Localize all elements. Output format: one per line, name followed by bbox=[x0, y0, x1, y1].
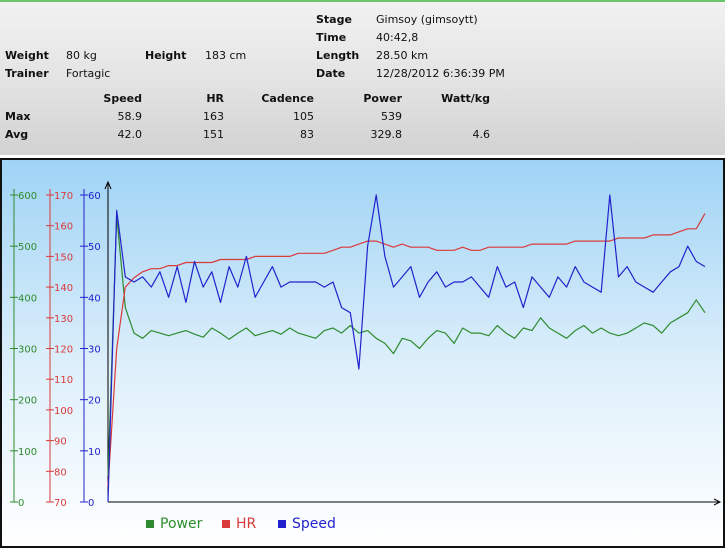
legend-item-hr: HR bbox=[222, 516, 256, 532]
speed-axis-tick-label: 30 bbox=[88, 345, 101, 356]
legend-label-power: Power bbox=[160, 516, 203, 532]
legend-item-speed: Speed bbox=[278, 516, 336, 532]
hr-axis-tick-label: 70 bbox=[54, 498, 67, 509]
legend-swatch-hr bbox=[222, 520, 230, 528]
series-line-power bbox=[107, 214, 706, 477]
stats-avg-hr: 151 bbox=[203, 128, 224, 141]
speed-axis-tick-label: 60 bbox=[88, 191, 101, 202]
hr-axis-tick-label: 150 bbox=[54, 252, 73, 263]
power-axis-tick-label: 200 bbox=[18, 396, 37, 407]
hr-axis-tick-label: 120 bbox=[54, 345, 73, 356]
session-header: Stage Gimsoy (gimsoytt) Time 40:42,8 Len… bbox=[0, 0, 725, 155]
speed-axis-tick-label: 0 bbox=[88, 498, 94, 509]
series-line-speed bbox=[107, 194, 706, 503]
hr-axis-tick-label: 160 bbox=[54, 222, 73, 233]
speed-axis-tick-label: 10 bbox=[88, 447, 101, 458]
legend-swatch-speed bbox=[278, 520, 286, 528]
weight-label: Weight bbox=[5, 49, 49, 62]
speed-axis-tick-label: 50 bbox=[88, 242, 101, 253]
stats-header-power: Power bbox=[363, 92, 402, 105]
speed-axis-tick-label: 20 bbox=[88, 396, 101, 407]
stats-avg-speed: 42.0 bbox=[117, 128, 143, 141]
plot-y-arrow bbox=[104, 180, 112, 190]
hr-axis-tick-label: 100 bbox=[54, 406, 73, 417]
height-value: 183 cm bbox=[205, 49, 247, 62]
stage-value: Gimsoy (gimsoytt) bbox=[376, 13, 478, 26]
time-label: Time bbox=[316, 31, 347, 44]
stats-avg-wattkg: 4.6 bbox=[472, 128, 491, 141]
legend-label-speed: Speed bbox=[292, 516, 336, 532]
power-axis-tick-label: 100 bbox=[18, 447, 37, 458]
stats-row-max-label: Max bbox=[5, 110, 31, 123]
hr-axis-tick-label: 90 bbox=[54, 437, 67, 448]
stats-header-cadence: Cadence bbox=[261, 92, 314, 105]
power-axis-tick-label: 0 bbox=[18, 498, 24, 509]
date-value: 12/28/2012 6:36:39 PM bbox=[376, 67, 505, 80]
stats-max-cadence: 105 bbox=[293, 110, 314, 123]
date-label: Date bbox=[316, 67, 346, 80]
legend-item-power: Power bbox=[146, 516, 202, 532]
hr-axis-tick-label: 80 bbox=[54, 467, 67, 478]
power-axis-tick-label: 600 bbox=[18, 191, 37, 202]
hr-axis-tick-label: 130 bbox=[54, 314, 73, 325]
height-label: Height bbox=[145, 49, 187, 62]
stats-row-avg-label: Avg bbox=[5, 128, 29, 141]
hr-axis-tick-label: 140 bbox=[54, 283, 73, 294]
trainer-value: Fortagic bbox=[66, 67, 111, 80]
hr-axis-tick-label: 170 bbox=[54, 191, 73, 202]
stage-label: Stage bbox=[316, 13, 352, 26]
hr-axis-tick-label: 110 bbox=[54, 375, 73, 386]
series-line-hr bbox=[107, 213, 706, 487]
power-axis-tick-label: 400 bbox=[18, 293, 37, 304]
length-label: Length bbox=[316, 49, 360, 62]
power-axis-tick-label: 300 bbox=[18, 345, 37, 356]
stats-header-speed: Speed bbox=[103, 92, 142, 105]
legend-label-hr: HR bbox=[236, 516, 257, 532]
legend-swatch-power bbox=[146, 520, 154, 528]
trainer-label: Trainer bbox=[5, 67, 49, 80]
stats-header-hr: HR bbox=[206, 92, 224, 105]
stats-max-power: 539 bbox=[381, 110, 402, 123]
stats-max-hr: 163 bbox=[203, 110, 224, 123]
length-value: 28.50 km bbox=[376, 49, 429, 62]
speed-axis-tick-label: 40 bbox=[88, 293, 101, 304]
weight-value: 80 kg bbox=[66, 49, 97, 62]
stats-max-speed: 58.9 bbox=[117, 110, 143, 123]
chart-panel bbox=[0, 158, 725, 548]
time-value: 40:42,8 bbox=[376, 31, 419, 44]
header-accent-line bbox=[0, 0, 725, 2]
plot-x-arrow bbox=[713, 498, 722, 506]
stats-avg-cadence: 83 bbox=[300, 128, 314, 141]
stats-header-wattkg: Watt/kg bbox=[441, 92, 490, 105]
stats-avg-power: 329.8 bbox=[370, 128, 403, 141]
power-axis-tick-label: 500 bbox=[18, 242, 37, 253]
